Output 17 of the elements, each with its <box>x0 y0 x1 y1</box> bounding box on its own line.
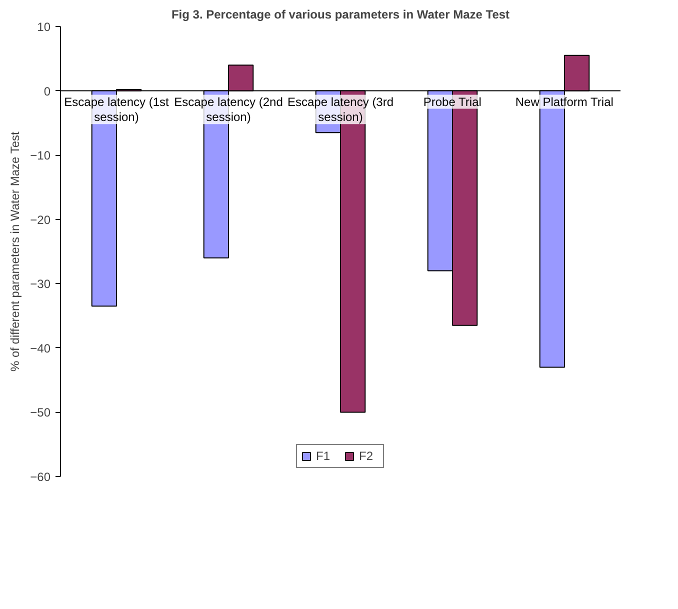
legend-label: F2 <box>359 449 374 463</box>
x-tick-label: Probe Trial <box>423 94 482 109</box>
y-tick-label: −50 <box>30 406 51 420</box>
y-axis-title: % of different parameters in Water Maze Test <box>8 131 22 372</box>
chart-title: Fig 3. Percentage of various parameters in Water Maze Test <box>171 8 510 22</box>
x-tick-label: Escape latency (3rd session) <box>287 94 394 124</box>
y-tick-label: −60 <box>30 470 51 484</box>
x-tick-label: Escape latency (1st session) <box>64 94 170 124</box>
x-tick-label: New Platform Trial <box>515 94 614 109</box>
y-tick-label: 0 <box>44 84 51 98</box>
legend-label: F1 <box>316 449 332 463</box>
y-tick-label: −40 <box>30 341 51 356</box>
x-tick-label: Escape latency (2nd session) <box>174 94 283 124</box>
y-tick-label: −20 <box>30 212 51 227</box>
y-tick-label: −10 <box>30 148 51 163</box>
y-tick-label: 10 <box>37 20 51 34</box>
y-tick-label: −30 <box>30 277 51 292</box>
